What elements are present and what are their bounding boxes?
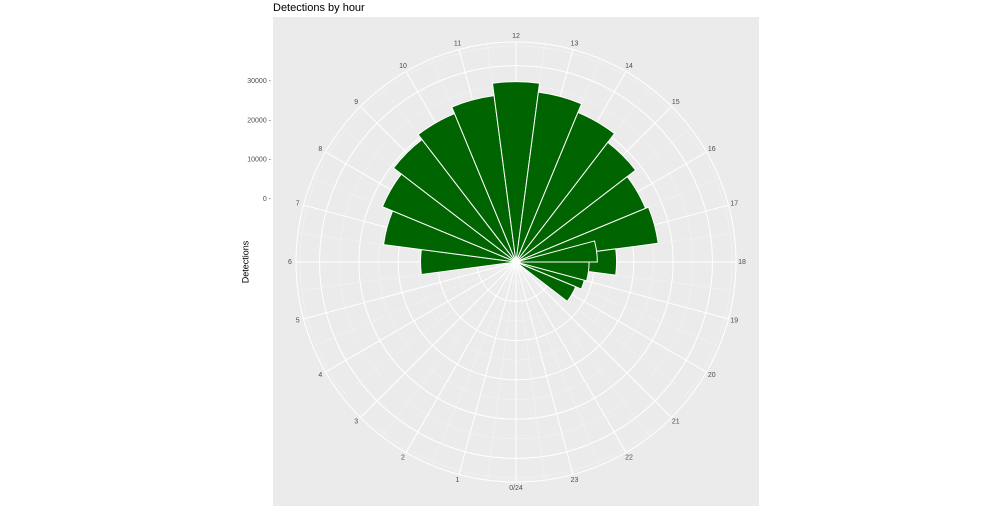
major-spoke (405, 261, 517, 453)
bar (515, 240, 598, 263)
hour-label: 21 (672, 419, 680, 426)
hour-label: 22 (625, 455, 633, 462)
bar (491, 81, 541, 263)
hour-label: 20 (708, 372, 716, 379)
minor-spoke (487, 261, 517, 481)
major-spoke (325, 261, 517, 373)
hour-label: 1 (456, 477, 460, 484)
hour-label: 11 (454, 41, 461, 48)
major-spoke (360, 261, 517, 418)
hour-label: 13 (571, 41, 579, 48)
major-spoke (458, 261, 517, 475)
chart-title: Detections by hour (273, 2, 365, 14)
hour-label: 16 (708, 146, 716, 153)
hour-label: 17 (730, 200, 738, 207)
hour-label: 15 (672, 99, 680, 106)
y-axis-label: Detections (240, 240, 250, 283)
bar (515, 111, 616, 263)
bar (515, 206, 659, 263)
minor-spoke (515, 261, 545, 481)
minor-spoke (341, 261, 517, 397)
major-spoke (303, 261, 517, 320)
minor-spoke (381, 261, 517, 437)
y-tick-label: 0 - (263, 196, 272, 203)
hour-label: 3 (354, 419, 358, 426)
hour-label: 19 (730, 317, 738, 324)
bar (515, 141, 637, 263)
bar (515, 91, 583, 263)
hour-label: 7 (296, 200, 300, 207)
minor-spoke (312, 261, 517, 347)
y-tick-label: 30000 - (247, 78, 271, 85)
hour-label: 10 (399, 63, 407, 70)
y-tick-label: 10000 - (247, 157, 271, 164)
minor-spoke (515, 261, 601, 466)
hour-label: 2 (401, 455, 405, 462)
hour-label: 14 (625, 63, 633, 70)
major-spoke (515, 261, 672, 418)
major-spoke (515, 261, 574, 475)
major-spoke (515, 261, 627, 453)
y-axis-ticks: 0 - 10000 - 20000 - 30000 - (247, 78, 271, 203)
bar (515, 261, 590, 282)
bar (515, 261, 577, 303)
hour-label: 8 (318, 146, 322, 153)
hour-label: 0/24 (509, 485, 523, 492)
hour-label: 18 (738, 259, 746, 266)
hour-label: 5 (296, 317, 300, 324)
hour-label: 12 (512, 33, 520, 40)
minor-spoke (515, 261, 651, 437)
hour-label: 4 (318, 372, 322, 379)
hour-label: 23 (571, 477, 579, 484)
y-tick-label: 20000 - (247, 117, 271, 124)
hour-label: 6 (288, 259, 292, 266)
hour-labels: 0/24123456789101112131415161718192021222… (288, 33, 746, 492)
bars (381, 81, 659, 303)
minor-spoke (431, 261, 517, 466)
hour-label: 9 (354, 99, 358, 106)
